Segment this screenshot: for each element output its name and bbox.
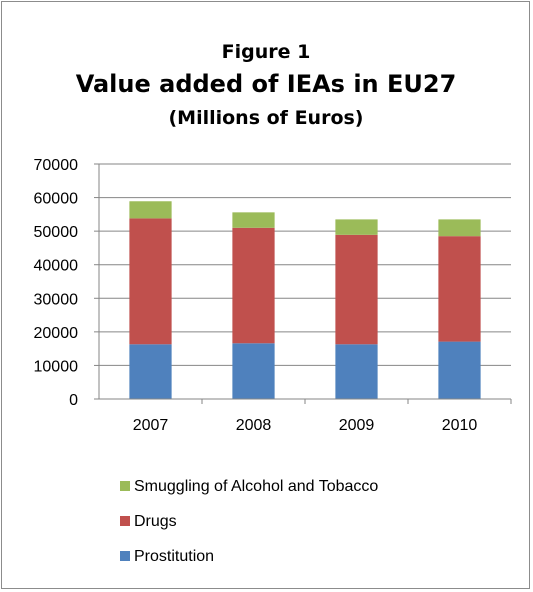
chart-title: Value added of IEAs in EU27 [76,70,457,98]
legend-swatch [120,516,130,526]
x-tick-label: 2008 [236,417,272,434]
x-tick-label: 2009 [339,417,375,434]
bars [129,201,481,399]
bar-segment-smuggling-of-alcohol-and-tobacco [129,201,172,219]
legend-label: Smuggling of Alcohol and Tobacco [134,478,378,495]
y-tick-label: 40000 [34,258,79,275]
y-tick-label: 0 [69,392,78,409]
bar-segment-smuggling-of-alcohol-and-tobacco [335,219,378,235]
y-tick-label: 20000 [34,325,79,342]
chart-subtitle: (Millions of Euros) [168,107,363,129]
bar-segment-prostitution [232,343,275,399]
bar-segment-prostitution [438,341,481,399]
x-tick-label: 2010 [442,417,478,434]
bar-segment-drugs [232,227,275,344]
legend: Smuggling of Alcohol and Tobacco Drugs Pro… [120,478,378,565]
legend-label: Drugs [134,513,177,530]
bar-segment-drugs [438,236,481,342]
bar-segment-prostitution [335,344,378,399]
bar-segment-smuggling-of-alcohol-and-tobacco [232,212,275,228]
chart-title-block: Figure 1 Value added of IEAs in EU27 (Mi… [76,41,457,129]
y-tick-label: 70000 [34,157,79,174]
bar-segment-prostitution [129,344,172,399]
axes: 0 10000 20000 30000 40000 50000 60000 70000 2007… [34,157,512,434]
legend-label: Prostitution [134,548,214,565]
y-tick-label: 10000 [34,358,79,375]
y-tick-label: 50000 [34,224,79,241]
y-tick-label: 30000 [34,291,79,308]
bar-segment-smuggling-of-alcohol-and-tobacco [438,219,481,237]
bar-segment-drugs [335,234,378,345]
bar-segment-drugs [129,218,172,345]
x-tick-label: 2007 [133,417,169,434]
legend-swatch [120,481,130,491]
legend-swatch [120,551,130,561]
figure-label: Figure 1 [222,41,311,63]
y-tick-label: 60000 [34,191,79,208]
